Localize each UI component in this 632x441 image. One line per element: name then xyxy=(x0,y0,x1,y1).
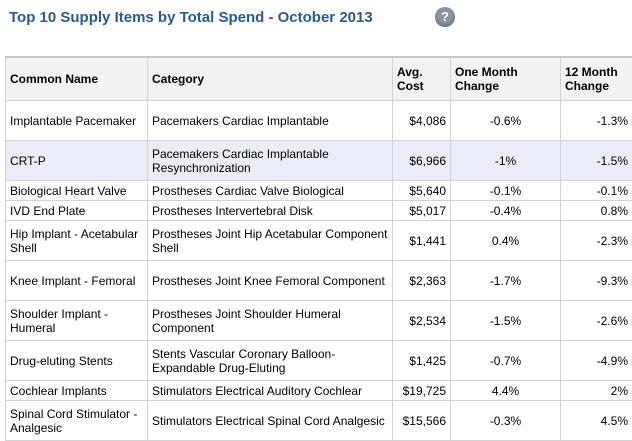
cell-12-month-change: -4.9% xyxy=(561,341,632,381)
cell-avg-cost: $5,017 xyxy=(393,201,451,221)
cell-category: Stimulators Electrical Spinal Cord Analg… xyxy=(148,401,393,441)
cell-one-month-change: -1.5% xyxy=(451,301,561,341)
column-header-one-month-change[interactable]: One Month Change xyxy=(451,57,561,101)
report-header: Top 10 Supply Items by Total Spend - Oct… xyxy=(0,0,632,36)
cell-one-month-change: 0.4% xyxy=(451,221,561,261)
table-row[interactable]: Hip Implant - Acetabular Shell Prosthese… xyxy=(6,221,632,261)
table-row[interactable]: Cochlear Implants Stimulators Electrical… xyxy=(6,381,632,401)
cell-avg-cost: $19,725 xyxy=(393,381,451,401)
cell-category: Prostheses Cardiac Valve Biological xyxy=(148,181,393,201)
cell-one-month-change: 4.4% xyxy=(451,381,561,401)
cell-common-name: Spinal Cord Stimulator - Analgesic xyxy=(6,401,148,441)
cell-12-month-change: -9.3% xyxy=(561,261,632,301)
cell-common-name: Cochlear Implants xyxy=(6,381,148,401)
cell-one-month-change: -0.6% xyxy=(451,101,561,141)
column-header-common-name[interactable]: Common Name xyxy=(6,57,148,101)
cell-avg-cost: $6,966 xyxy=(393,141,451,181)
cell-common-name: CRT-P xyxy=(6,141,148,181)
column-header-category[interactable]: Category xyxy=(148,57,393,101)
supply-items-table: Common Name Category Avg. Cost One Month… xyxy=(5,56,632,441)
cell-category: Pacemakers Cardiac Implantable Resynchro… xyxy=(148,141,393,181)
column-header-12-month-change[interactable]: 12 Month Change xyxy=(561,57,632,101)
cell-avg-cost: $1,441 xyxy=(393,221,451,261)
cell-12-month-change: -2.3% xyxy=(561,221,632,261)
cell-category: Stimulators Electrical Auditory Cochlear xyxy=(148,381,393,401)
cell-category: Prostheses Joint Hip Acetabular Componen… xyxy=(148,221,393,261)
table-header-row: Common Name Category Avg. Cost One Month… xyxy=(6,57,632,101)
cell-one-month-change: -0.7% xyxy=(451,341,561,381)
table-row[interactable]: Spinal Cord Stimulator - Analgesic Stimu… xyxy=(6,401,632,441)
cell-common-name: Implantable Pacemaker xyxy=(6,101,148,141)
report-title: Top 10 Supply Items by Total Spend - Oct… xyxy=(9,9,373,26)
table-row[interactable]: Biological Heart Valve Prostheses Cardia… xyxy=(6,181,632,201)
cell-12-month-change: 2% xyxy=(561,381,632,401)
cell-avg-cost: $2,363 xyxy=(393,261,451,301)
cell-category: Stents Vascular Coronary Balloon-Expanda… xyxy=(148,341,393,381)
cell-one-month-change: -0.1% xyxy=(451,181,561,201)
cell-avg-cost: $15,566 xyxy=(393,401,451,441)
cell-common-name: Knee Implant - Femoral xyxy=(6,261,148,301)
cell-one-month-change: -1% xyxy=(451,141,561,181)
table-row-highlighted[interactable]: CRT-P Pacemakers Cardiac Implantable Res… xyxy=(6,141,632,181)
cell-12-month-change: -1.5% xyxy=(561,141,632,181)
cell-common-name: Drug-eluting Stents xyxy=(6,341,148,381)
table-row[interactable]: Knee Implant - Femoral Prostheses Joint … xyxy=(6,261,632,301)
cell-12-month-change: 4.5% xyxy=(561,401,632,441)
cell-12-month-change: 0.8% xyxy=(561,201,632,221)
table-row[interactable]: IVD End Plate Prostheses Intervertebral … xyxy=(6,201,632,221)
table-row[interactable]: Implantable Pacemaker Pacemakers Cardiac… xyxy=(6,101,632,141)
cell-avg-cost: $5,640 xyxy=(393,181,451,201)
column-header-avg-cost[interactable]: Avg. Cost xyxy=(393,57,451,101)
cell-common-name: IVD End Plate xyxy=(6,201,148,221)
table-row[interactable]: Shoulder Implant - Humeral Prostheses Jo… xyxy=(6,301,632,341)
cell-category: Pacemakers Cardiac Implantable xyxy=(148,101,393,141)
cell-12-month-change: -2.6% xyxy=(561,301,632,341)
cell-one-month-change: -0.4% xyxy=(451,201,561,221)
cell-common-name: Shoulder Implant - Humeral xyxy=(6,301,148,341)
cell-category: Prostheses Joint Shoulder Humeral Compon… xyxy=(148,301,393,341)
cell-12-month-change: -0.1% xyxy=(561,181,632,201)
cell-one-month-change: -0.3% xyxy=(451,401,561,441)
help-icon[interactable]: ? xyxy=(435,7,455,27)
cell-avg-cost: $2,534 xyxy=(393,301,451,341)
cell-common-name: Biological Heart Valve xyxy=(6,181,148,201)
cell-category: Prostheses Intervertebral Disk xyxy=(148,201,393,221)
cell-one-month-change: -1.7% xyxy=(451,261,561,301)
cell-avg-cost: $1,425 xyxy=(393,341,451,381)
table-row[interactable]: Drug-eluting Stents Stents Vascular Coro… xyxy=(6,341,632,381)
cell-avg-cost: $4,086 xyxy=(393,101,451,141)
cell-12-month-change: -1.3% xyxy=(561,101,632,141)
cell-category: Prostheses Joint Knee Femoral Component xyxy=(148,261,393,301)
cell-common-name: Hip Implant - Acetabular Shell xyxy=(6,221,148,261)
